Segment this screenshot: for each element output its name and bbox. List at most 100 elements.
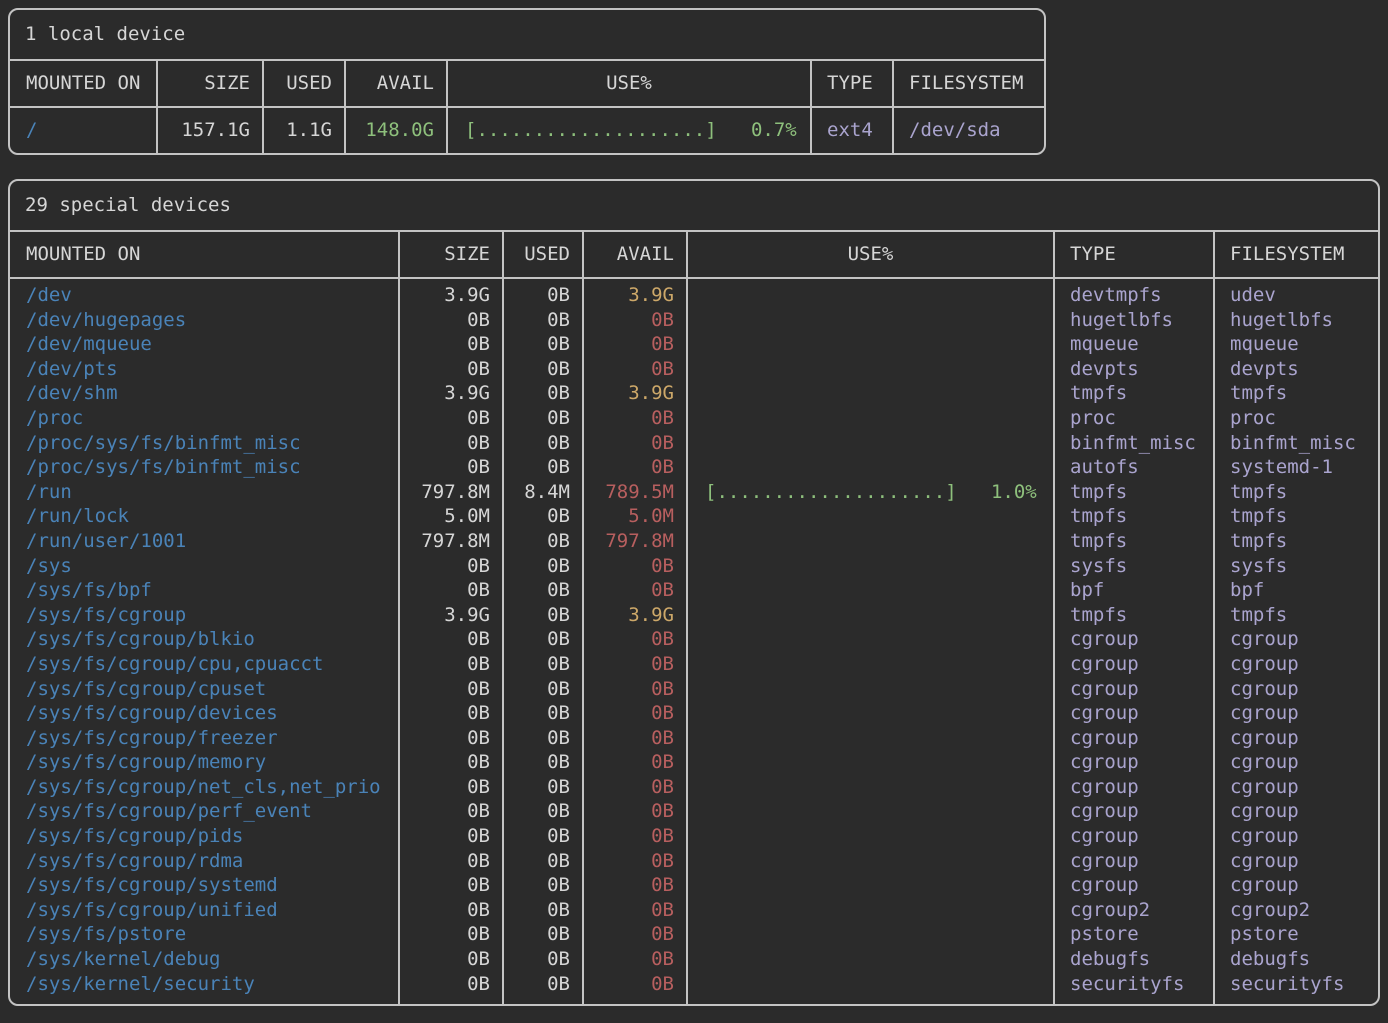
usage-cell <box>687 677 1054 702</box>
filesystem-cell: proc <box>1214 406 1376 431</box>
device-row: /dev/hugepages0B0B0Bhugetlbfshugetlbfs <box>10 308 1378 333</box>
used-cell: 0B <box>503 701 583 726</box>
used-cell: 0B <box>503 898 583 923</box>
filesystem-cell: cgroup <box>1214 849 1376 874</box>
usage-cell: [....................] 0.7% <box>447 108 811 153</box>
size-cell: 5.0M <box>399 504 503 529</box>
device-row: /dev3.9G0B3.9Gdevtmpfsudev <box>10 283 1378 308</box>
col-mounted-on: MOUNTED ON <box>10 232 399 277</box>
usage-cell <box>687 381 1054 406</box>
type-cell: cgroup <box>1054 627 1214 652</box>
column-divider <box>686 232 688 1004</box>
usage-cell <box>687 726 1054 751</box>
used-cell: 0B <box>503 677 583 702</box>
avail-cell: 797.8M <box>583 529 687 554</box>
type-cell: cgroup <box>1054 652 1214 677</box>
filesystem-cell: cgroup <box>1214 652 1376 677</box>
avail-cell: 0B <box>583 431 687 456</box>
device-row: /sys/fs/cgroup/devices0B0B0Bcgroupcgroup <box>10 701 1378 726</box>
usage-cell <box>687 603 1054 628</box>
usage-cell <box>687 332 1054 357</box>
type-cell: cgroup2 <box>1054 898 1214 923</box>
usage-cell <box>687 652 1054 677</box>
device-row: /dev/pts0B0B0Bdevptsdevpts <box>10 357 1378 382</box>
mount-cell: /sys/fs/cgroup/systemd <box>10 873 399 898</box>
used-cell: 0B <box>503 332 583 357</box>
size-cell: 0B <box>399 972 503 997</box>
device-row: /sys/fs/cgroup/blkio0B0B0Bcgroupcgroup <box>10 627 1378 652</box>
size-cell: 0B <box>399 750 503 775</box>
column-divider <box>156 61 158 153</box>
usage-cell <box>687 799 1054 824</box>
size-cell: 0B <box>399 578 503 603</box>
filesystem-cell: tmpfs <box>1214 381 1376 406</box>
col-avail: AVAIL <box>583 232 687 277</box>
special-devices-table: 29 special devices MOUNTED ON SIZE USED … <box>8 179 1380 1006</box>
avail-cell: 5.0M <box>583 504 687 529</box>
avail-cell: 0B <box>583 873 687 898</box>
filesystem-cell: sysfs <box>1214 554 1376 579</box>
type-cell: debugfs <box>1054 947 1214 972</box>
filesystem-cell: cgroup <box>1214 701 1376 726</box>
size-cell: 0B <box>399 701 503 726</box>
device-row: /sys/fs/bpf0B0B0Bbpfbpf <box>10 578 1378 603</box>
col-filesystem: FILESYSTEM <box>893 61 1044 106</box>
filesystem-cell: cgroup <box>1214 750 1376 775</box>
mount-cell: / <box>10 108 157 153</box>
type-cell: ext4 <box>811 108 893 153</box>
used-cell: 0B <box>503 775 583 800</box>
col-type: TYPE <box>1054 232 1214 277</box>
avail-cell: 0B <box>583 332 687 357</box>
device-row: /sys/fs/cgroup/unified0B0B0Bcgroup2cgrou… <box>10 898 1378 923</box>
avail-cell: 0B <box>583 578 687 603</box>
mount-cell: /sys/fs/cgroup/blkio <box>10 627 399 652</box>
local-devices-body: MOUNTED ON SIZE USED AVAIL USE% TYPE FIL… <box>10 61 1044 153</box>
used-cell: 0B <box>503 922 583 947</box>
usage-cell <box>687 873 1054 898</box>
col-use-percent: USE% <box>687 232 1054 277</box>
type-cell: cgroup <box>1054 849 1214 874</box>
size-cell: 0B <box>399 554 503 579</box>
avail-cell: 0B <box>583 799 687 824</box>
device-row: /sys/fs/cgroup/pids0B0B0Bcgroupcgroup <box>10 824 1378 849</box>
avail-cell: 0B <box>583 726 687 751</box>
used-cell: 0B <box>503 947 583 972</box>
column-divider <box>1213 232 1215 1004</box>
special-devices-header: MOUNTED ON SIZE USED AVAIL USE% TYPE FIL… <box>10 232 1378 279</box>
device-row: /sys/fs/cgroup/perf_event0B0B0Bcgroupcgr… <box>10 799 1378 824</box>
usage-cell <box>687 627 1054 652</box>
filesystem-cell: cgroup <box>1214 677 1376 702</box>
mount-cell: /sys <box>10 554 399 579</box>
device-row: /sys/fs/cgroup/cpuset0B0B0Bcgroupcgroup <box>10 677 1378 702</box>
used-cell: 0B <box>503 578 583 603</box>
used-cell: 0B <box>503 603 583 628</box>
type-cell: autofs <box>1054 455 1214 480</box>
filesystem-cell: cgroup <box>1214 873 1376 898</box>
column-divider <box>892 61 894 153</box>
type-cell: cgroup <box>1054 775 1214 800</box>
local-devices-title: 1 local device <box>10 10 1044 61</box>
device-row: /sys/fs/cgroup/net_cls,net_prio0B0B0Bcgr… <box>10 775 1378 800</box>
filesystem-cell: udev <box>1214 283 1376 308</box>
used-cell: 0B <box>503 406 583 431</box>
local-devices-table: 1 local device MOUNTED ON SIZE USED AVAI… <box>8 8 1046 155</box>
col-used: USED <box>263 61 345 106</box>
device-row: /sys/fs/cgroup/rdma0B0B0Bcgroupcgroup <box>10 849 1378 874</box>
column-divider <box>582 232 584 1004</box>
size-cell: 0B <box>399 455 503 480</box>
filesystem-cell: debugfs <box>1214 947 1376 972</box>
col-used: USED <box>503 232 583 277</box>
mount-cell: /dev <box>10 283 399 308</box>
avail-cell: 0B <box>583 750 687 775</box>
type-cell: bpf <box>1054 578 1214 603</box>
special-devices-title: 29 special devices <box>10 181 1378 232</box>
type-cell: cgroup <box>1054 726 1214 751</box>
column-divider <box>262 61 264 153</box>
mount-cell: /sys/fs/cgroup/pids <box>10 824 399 849</box>
usage-cell: [....................] 1.0% <box>687 480 1054 505</box>
avail-cell: 0B <box>583 824 687 849</box>
type-cell: tmpfs <box>1054 529 1214 554</box>
mount-cell: /dev/hugepages <box>10 308 399 333</box>
mount-cell: /proc <box>10 406 399 431</box>
local-devices-header: MOUNTED ON SIZE USED AVAIL USE% TYPE FIL… <box>10 61 1044 108</box>
